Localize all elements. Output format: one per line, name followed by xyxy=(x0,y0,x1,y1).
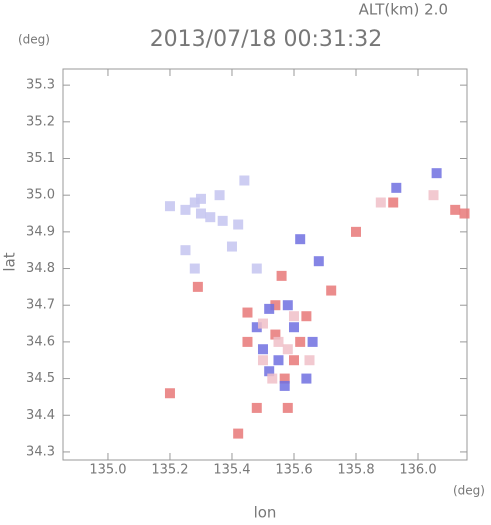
echo-cell xyxy=(251,402,262,413)
echo-cell xyxy=(270,329,281,340)
echo-cell xyxy=(428,190,439,201)
echo-cell xyxy=(233,428,244,439)
echo-cell xyxy=(295,234,306,245)
echo-cell xyxy=(279,380,290,391)
echo-cell xyxy=(273,336,284,347)
x-tick-label: 135.6 xyxy=(275,463,312,478)
echo-cell xyxy=(239,175,250,186)
echo-cell xyxy=(288,322,299,333)
echo-cell xyxy=(270,300,281,311)
echo-cell xyxy=(189,263,200,274)
x-axis-label: lon xyxy=(254,504,277,522)
x-unit: (deg) xyxy=(453,484,485,498)
echo-cell xyxy=(192,281,203,292)
echo-cell xyxy=(264,366,275,377)
chart-title: 2013/07/18 00:31:32 xyxy=(150,27,383,52)
echo-cell xyxy=(391,182,402,193)
y-unit: (deg) xyxy=(18,33,50,47)
y-tick-label: 34.8 xyxy=(26,261,55,276)
echo-cell xyxy=(450,204,461,215)
echo-cell xyxy=(459,208,470,219)
header: ALT(km) 2.0 xyxy=(359,1,448,19)
echo-cell xyxy=(279,373,290,384)
y-tick-label: 35.0 xyxy=(26,188,55,203)
echo-cell xyxy=(264,303,275,314)
echo-cell xyxy=(233,219,244,230)
echo-cell xyxy=(282,344,293,355)
y-tick-label: 34.6 xyxy=(26,334,55,349)
echo-cell xyxy=(282,300,293,311)
echo-cell xyxy=(276,270,287,281)
echo-cell xyxy=(214,190,225,201)
echo-cell xyxy=(205,212,216,223)
y-tick-label: 35.1 xyxy=(26,151,55,166)
echo-cell xyxy=(351,226,362,237)
echo-cell xyxy=(180,204,191,215)
echo-cell xyxy=(257,344,268,355)
x-tick-label: 135.8 xyxy=(337,463,374,478)
echo-cell xyxy=(217,215,228,226)
y-tick-label: 34.4 xyxy=(26,408,55,423)
echo-cell xyxy=(301,373,312,384)
x-tick-label: 135.0 xyxy=(89,463,126,478)
echo-cell xyxy=(273,355,284,366)
echo-cell xyxy=(307,336,318,347)
y-axis-label: lat xyxy=(1,252,19,271)
plot-frame xyxy=(62,68,468,461)
echo-cell xyxy=(295,336,306,347)
echo-cell xyxy=(189,197,200,208)
echo-cell xyxy=(195,193,206,204)
echo-cell xyxy=(375,197,386,208)
echo-cell xyxy=(326,285,337,296)
echo-cell xyxy=(304,355,315,366)
echo-cell xyxy=(180,245,191,256)
y-tick-label: 34.3 xyxy=(26,444,55,459)
echo-cell xyxy=(431,168,442,179)
echo-cell xyxy=(242,336,253,347)
y-tick-label: 34.7 xyxy=(26,298,55,313)
echo-cell xyxy=(195,208,206,219)
echo-cell xyxy=(251,322,262,333)
echo-cell xyxy=(226,241,237,252)
echo-cell xyxy=(242,307,253,318)
y-tick-label: 35.3 xyxy=(26,78,55,93)
y-tick-label: 35.2 xyxy=(26,114,55,129)
echo-cell xyxy=(288,355,299,366)
x-tick-label: 135.4 xyxy=(213,463,250,478)
echo-cell xyxy=(257,318,268,329)
echo-cell xyxy=(282,402,293,413)
echo-cell xyxy=(301,311,312,322)
echo-cell xyxy=(288,311,299,322)
echo-cell xyxy=(164,388,175,399)
echo-cell xyxy=(313,256,324,267)
echo-cell xyxy=(164,201,175,212)
echo-cell xyxy=(388,197,399,208)
x-tick-label: 135.2 xyxy=(151,463,188,478)
y-tick-label: 34.5 xyxy=(26,371,55,386)
echo-cell xyxy=(267,373,278,384)
y-tick-label: 34.9 xyxy=(26,224,55,239)
x-tick-label: 136.0 xyxy=(399,463,436,478)
echo-cell xyxy=(257,355,268,366)
echo-cell xyxy=(251,263,262,274)
